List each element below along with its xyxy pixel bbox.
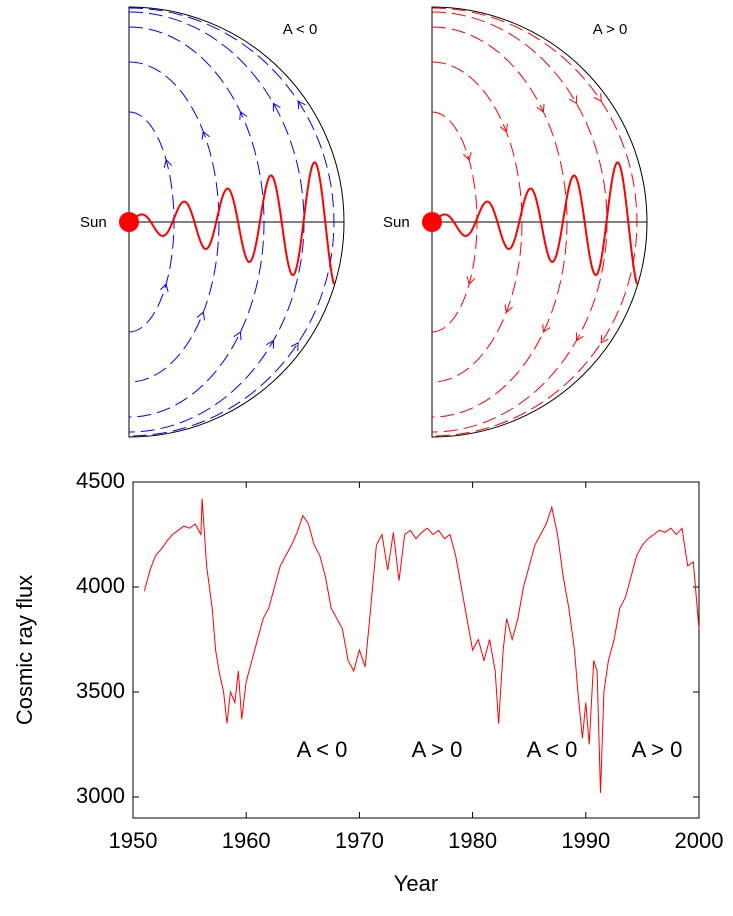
- field-line: [128, 111, 175, 333]
- sun: [119, 212, 139, 232]
- field-line: [128, 61, 220, 383]
- x-tick-label: 1960: [222, 828, 271, 853]
- annotation: A < 0: [297, 737, 348, 762]
- current-sheet: [431, 161, 638, 285]
- sun-label: Sun: [383, 214, 410, 231]
- x-tick-label: 1950: [109, 828, 158, 853]
- y-tick-label: 3000: [76, 783, 125, 808]
- field-arrow: [163, 158, 173, 168]
- field-arrow: [600, 334, 609, 344]
- polarity-label: A > 0: [593, 21, 628, 38]
- field-line: [431, 26, 568, 418]
- y-tick-label: 3500: [76, 678, 125, 703]
- field-arrow: [297, 100, 306, 110]
- field-arrow: [499, 123, 508, 133]
- x-tick-label: 1980: [448, 828, 497, 853]
- field-arrow: [536, 103, 545, 113]
- field-line: [431, 61, 523, 383]
- heliosphere: [431, 6, 648, 438]
- field-arrow: [542, 324, 551, 334]
- y-axis-label: Cosmic ray flux: [12, 575, 37, 725]
- x-tick-label: 1990: [561, 828, 610, 853]
- sun: [422, 212, 442, 232]
- field-arrow: [569, 95, 577, 105]
- annotation: A > 0: [412, 737, 463, 762]
- field-line: [128, 26, 265, 418]
- x-axis-label: Year: [394, 871, 438, 896]
- field-arrow: [233, 331, 242, 341]
- field-arrow: [504, 304, 513, 314]
- annotation: A > 0: [632, 737, 683, 762]
- flux-line: [143, 498, 700, 793]
- field-arrow: [466, 276, 476, 286]
- polarity-label: A < 0: [283, 21, 318, 38]
- field-line: [431, 111, 478, 333]
- field-arrow: [593, 93, 602, 103]
- field-arrow: [290, 341, 299, 351]
- field-arrow: [272, 102, 281, 112]
- x-tick-label: 2000: [675, 828, 724, 853]
- plot-frame: [132, 481, 700, 819]
- diagram-a-positive: A > 0 Sun: [383, 6, 648, 438]
- field-arrow: [463, 151, 472, 161]
- current-sheet: [128, 161, 335, 285]
- y-tick-label: 4000: [76, 573, 125, 598]
- annotation: A < 0: [527, 737, 578, 762]
- field-line: [128, 7, 335, 437]
- field-arrow: [196, 311, 205, 321]
- chart: 1950 1960 1970 1980 1990 2000 3000 3500 4000 4500…: [12, 468, 724, 896]
- y-tick-label: 4500: [76, 468, 125, 493]
- field-arrow: [201, 130, 210, 140]
- x-tick-label: 1970: [335, 828, 384, 853]
- field-arrow: [239, 110, 248, 120]
- field-arrow: [575, 332, 584, 342]
- sun-label: Sun: [80, 214, 107, 231]
- field-line: [431, 7, 638, 437]
- field-arrow: [266, 339, 274, 349]
- field-arrow: [160, 283, 169, 293]
- diagram-a-negative: A < 0 Sun: [80, 6, 345, 438]
- heliosphere: [128, 6, 345, 438]
